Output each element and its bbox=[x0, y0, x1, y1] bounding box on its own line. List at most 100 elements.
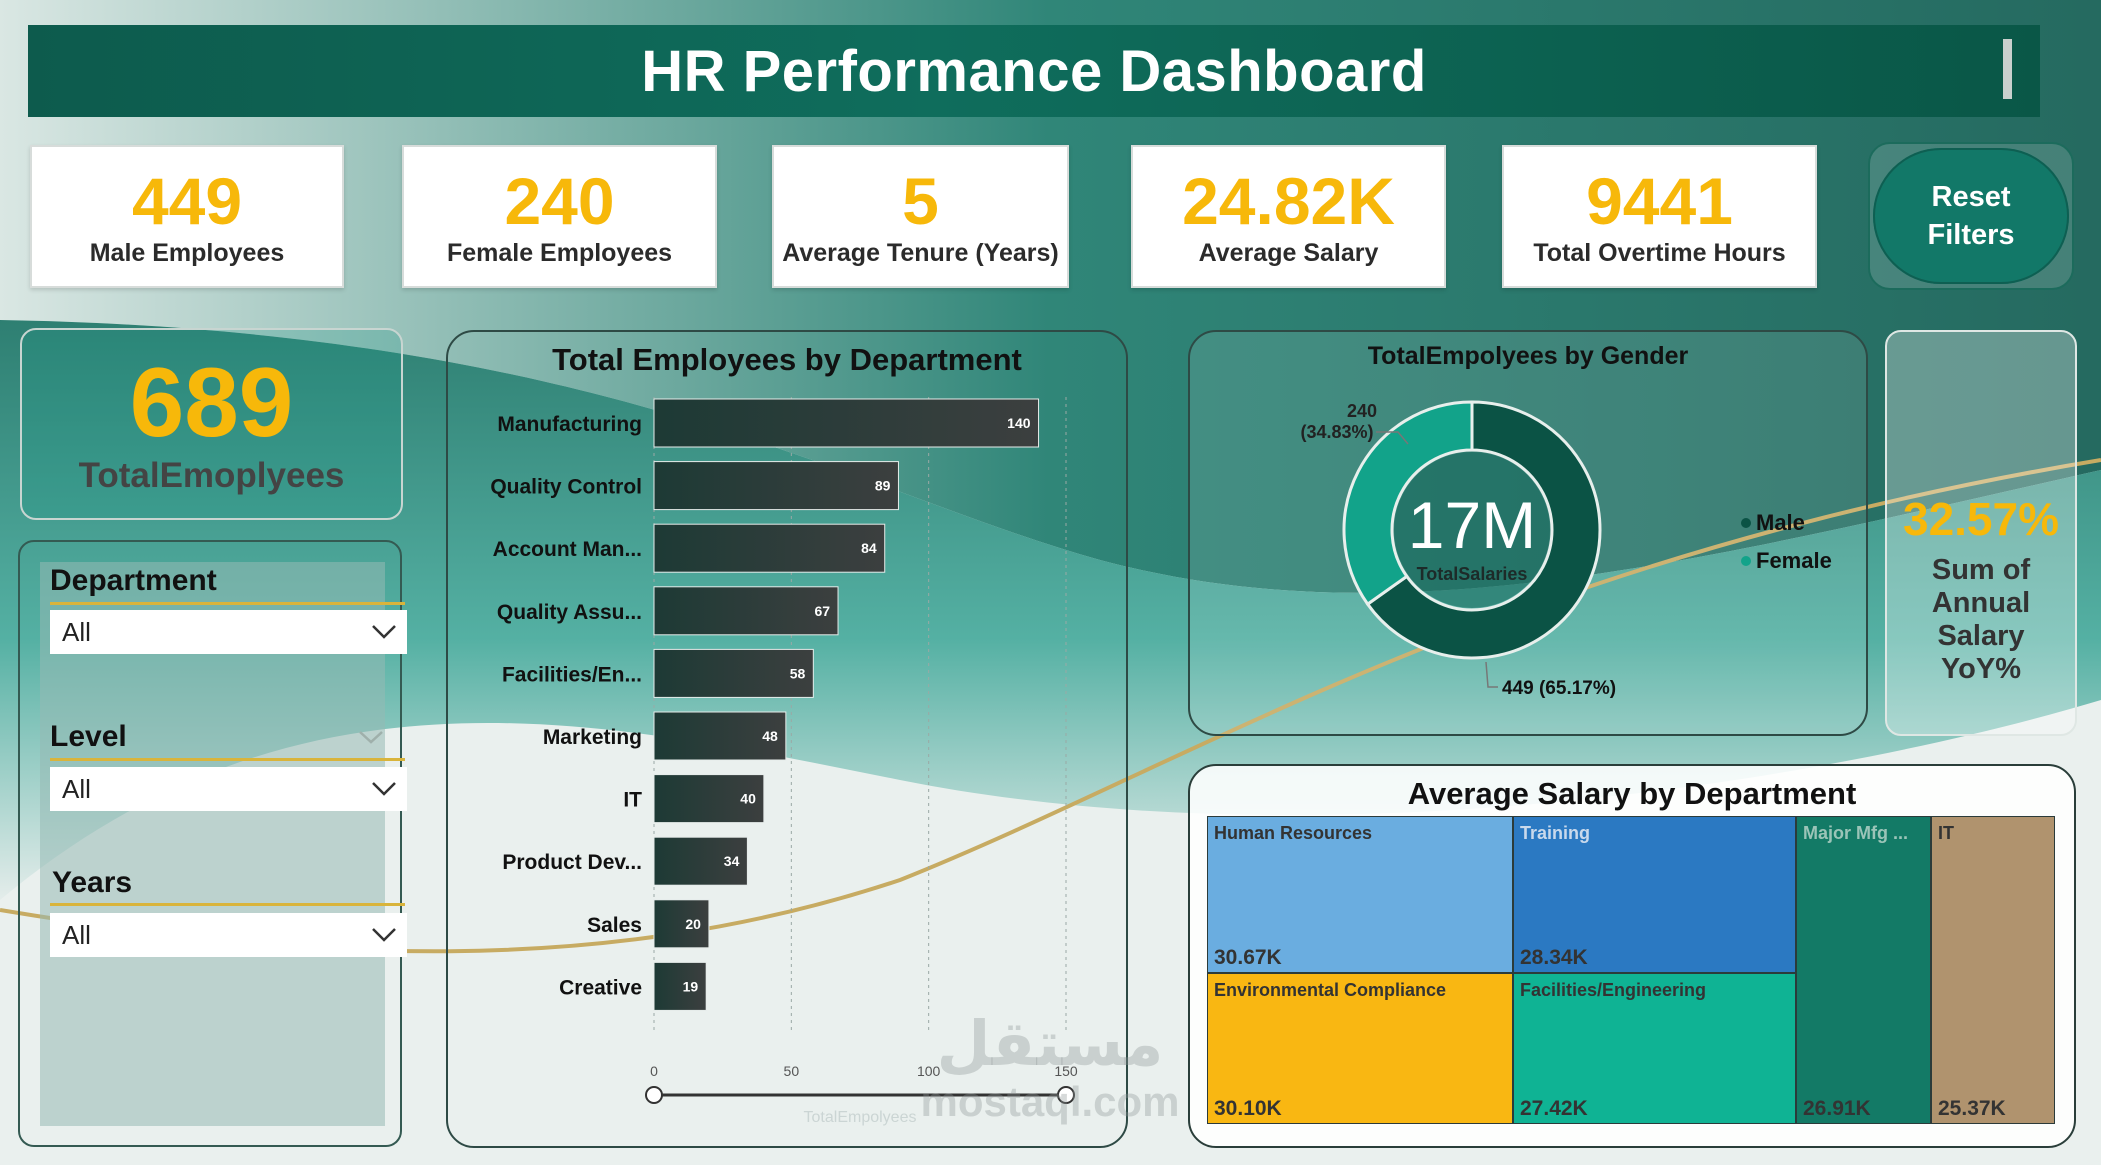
slicer-title-years: Years bbox=[52, 866, 133, 899]
total-employees-card: 689 TotalEmoplyees bbox=[20, 328, 403, 520]
bar-value-label: 40 bbox=[740, 791, 756, 807]
department-dropdown[interactable]: All bbox=[50, 610, 407, 654]
treemap-tile-facilities-engineering[interactable]: Facilities/Engineering 27.42K bbox=[1513, 973, 1796, 1124]
slicer-panel: Department All Level All Years All bbox=[18, 540, 407, 1147]
department-selected: All bbox=[62, 616, 91, 647]
tile-name: Major Mfg ... bbox=[1803, 823, 1908, 843]
bar-value-label: 34 bbox=[724, 853, 740, 869]
bar-value-label: 140 bbox=[1007, 415, 1031, 431]
tile-name: Environmental Compliance bbox=[1214, 980, 1447, 1000]
kpi-label: Male Employees bbox=[89, 239, 285, 267]
category-label: Account Man... bbox=[493, 538, 642, 561]
donut-slice-female[interactable] bbox=[1342, 400, 1474, 607]
category-label: Marketing bbox=[543, 726, 642, 749]
header-accent-bar bbox=[2003, 39, 2012, 99]
kpi-value: 240 bbox=[504, 164, 615, 238]
x-tick-label: 50 bbox=[784, 1063, 800, 1079]
kpi-average-tenure: 5 Average Tenure (Years) bbox=[772, 145, 1069, 288]
treemap-tile-major-mfg[interactable]: Major Mfg ... 26.91K bbox=[1796, 816, 1931, 1124]
category-label: Manufacturing bbox=[497, 413, 642, 436]
bar bbox=[653, 836, 748, 886]
treemap-tile-environmental-compliance[interactable]: Environmental Compliance 30.10K bbox=[1207, 973, 1513, 1124]
kpi-label: Total Overtime Hours bbox=[1533, 239, 1786, 267]
bar bbox=[653, 586, 839, 636]
yoy-label: Sum of Annual Salary YoY% bbox=[1931, 554, 2031, 685]
level-dropdown[interactable]: All bbox=[50, 767, 407, 811]
reset-filters-button[interactable]: Reset Filters bbox=[1873, 148, 2069, 284]
kpi-value: 9441 bbox=[1586, 164, 1733, 238]
female-leader-line bbox=[1376, 431, 1409, 445]
avg-salary-by-department-panel: Average Salary by Department Human Resou… bbox=[1188, 764, 2076, 1148]
employees-by-gender-panel: TotalEmpolyees by Gender 17M TotalSalarie… bbox=[1188, 330, 1868, 736]
chevron-down-icon bbox=[372, 782, 396, 796]
donut-center-value: 17M bbox=[1408, 488, 1536, 562]
slicer-panel-background bbox=[40, 562, 385, 1126]
reset-label-line2: Filters bbox=[1927, 219, 2015, 251]
bar bbox=[653, 711, 787, 761]
slicer-underline bbox=[50, 903, 405, 906]
years-selected: All bbox=[62, 919, 91, 950]
treemap-tile-training[interactable]: Training 28.34K bbox=[1513, 816, 1796, 973]
female-slice-label: 240 bbox=[1347, 401, 1377, 421]
x-axis-label: TotalEmpolyees bbox=[804, 1109, 917, 1126]
kpi-total-overtime: 9441 Total Overtime Hours bbox=[1502, 145, 1817, 288]
category-label: Product Dev... bbox=[502, 851, 642, 874]
range-slider-handle-max bbox=[1057, 1086, 1075, 1104]
bar bbox=[653, 398, 1040, 448]
tile-name: Facilities/Engineering bbox=[1520, 980, 1707, 1000]
legend-label-female: Female bbox=[1756, 548, 1832, 573]
donut-slice-male[interactable] bbox=[1365, 400, 1602, 660]
legend-marker-male bbox=[1741, 518, 1751, 528]
donut-center-label: TotalSalaries bbox=[1417, 564, 1528, 584]
bar-value-label: 20 bbox=[685, 916, 701, 932]
category-label: Quality Assu... bbox=[497, 601, 642, 624]
category-label: IT bbox=[623, 789, 642, 812]
total-employees-value: 689 bbox=[129, 347, 294, 457]
tile-value: 30.10K bbox=[1214, 1097, 1282, 1120]
donut-hole bbox=[1394, 452, 1550, 608]
tile-name: Training bbox=[1520, 823, 1591, 843]
legend-label-male: Male bbox=[1756, 510, 1805, 535]
kpi-value: 5 bbox=[902, 164, 939, 238]
page-title: HR Performance Dashboard bbox=[641, 38, 1427, 104]
x-tick-label: 0 bbox=[650, 1063, 658, 1079]
total-employees-label: TotalEmoplyees bbox=[78, 456, 345, 495]
treemap-tile-human-resources[interactable]: Human Resources 30.67K bbox=[1207, 816, 1513, 973]
salary-yoy-card: 32.57% Sum of Annual Salary YoY% bbox=[1885, 330, 2077, 736]
bar-chart: 0 50 100 150 Manufacturing 140 Quality Control… bbox=[490, 397, 1078, 1126]
tile-value: 28.34K bbox=[1520, 946, 1588, 969]
tile-name: IT bbox=[1938, 823, 1954, 843]
category-label: Facilities/En... bbox=[502, 663, 642, 686]
male-slice-label: 449 (65.17%) bbox=[1502, 678, 1616, 699]
category-label: Creative bbox=[559, 976, 642, 999]
donut-chart-title: TotalEmpolyees by Gender bbox=[1367, 342, 1689, 370]
kpi-label: Average Tenure (Years) bbox=[782, 239, 1059, 267]
treemap: Human Resources 30.67K Environmental Com… bbox=[1207, 816, 2055, 1124]
bar bbox=[653, 774, 765, 824]
slicer-underline bbox=[50, 758, 405, 761]
reset-label-line1: Reset bbox=[1931, 181, 2011, 213]
yoy-value: 32.57% bbox=[1902, 493, 2059, 545]
female-slice-percent: (34.83%) bbox=[1300, 422, 1373, 442]
treemap-title: Average Salary by Department bbox=[1407, 776, 1857, 811]
kpi-average-salary: 24.82K Average Salary bbox=[1131, 145, 1446, 288]
bar bbox=[653, 648, 814, 698]
level-selected: All bbox=[62, 773, 91, 804]
bar-value-label: 89 bbox=[875, 478, 891, 494]
treemap-tile-it[interactable]: IT 25.37K bbox=[1931, 816, 2055, 1124]
chevron-down-icon[interactable] bbox=[358, 728, 384, 746]
bar-value-label: 19 bbox=[683, 978, 699, 994]
kpi-value: 24.82K bbox=[1182, 164, 1395, 238]
years-dropdown[interactable]: All bbox=[50, 913, 407, 957]
tile-value: 27.42K bbox=[1520, 1097, 1588, 1120]
kpi-female-employees: 240 Female Employees bbox=[402, 145, 717, 288]
bar-value-label: 48 bbox=[762, 728, 778, 744]
bar bbox=[653, 899, 710, 949]
tile-value: 30.67K bbox=[1214, 946, 1282, 969]
kpi-label: Female Employees bbox=[446, 239, 673, 267]
slicer-title-level: Level bbox=[50, 720, 127, 753]
bar bbox=[653, 461, 899, 511]
kpi-label: Average Salary bbox=[1198, 239, 1379, 267]
tile-value: 26.91K bbox=[1803, 1097, 1871, 1120]
